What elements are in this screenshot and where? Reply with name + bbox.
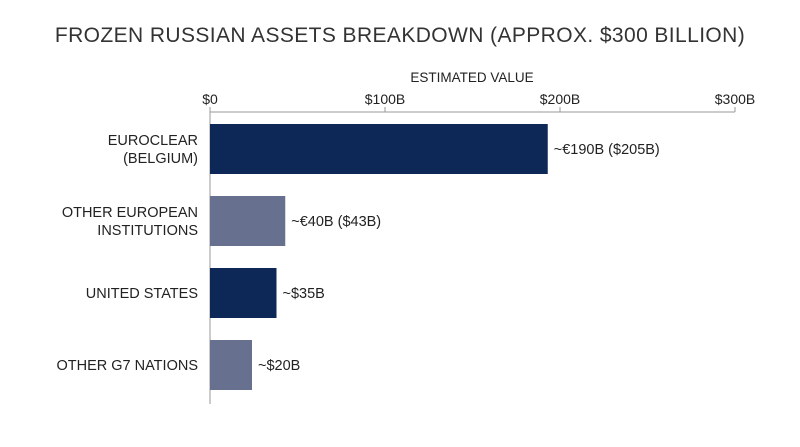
bars-group [210, 124, 548, 390]
x-tick-label: $0 [202, 91, 218, 107]
category-label: EUROCLEAR [108, 133, 198, 149]
category-label: (BELGIUM) [123, 151, 198, 167]
bar [210, 340, 252, 390]
bar-value-label: ~$35B [283, 286, 325, 302]
category-label: INSTITUTIONS [97, 223, 198, 239]
x-tick-label: $100B [365, 91, 405, 107]
bar-value-label: ~$20B [258, 358, 300, 374]
data-labels: ~€190B ($205B) ~€40B ($43B) ~$35B ~$20B [258, 142, 660, 374]
x-axis-label: ESTIMATED VALUE [410, 70, 533, 85]
chart-title: FROZEN RUSSIAN ASSETS BREAKDOWN (APPROX.… [54, 24, 746, 47]
bar [210, 124, 548, 174]
x-tick-label: $300B [715, 91, 755, 107]
x-tick-label: $200B [540, 91, 580, 107]
bar-value-label: ~€190B ($205B) [554, 142, 660, 158]
category-label: OTHER G7 NATIONS [56, 358, 198, 374]
category-labels: EUROCLEAR (BELGIUM) OTHER EUROPEAN INSTITUT… [56, 133, 198, 374]
category-label: OTHER EUROPEAN [62, 205, 198, 221]
x-axis-ticks: $0 $100B $200B $300B [202, 91, 755, 112]
bar [210, 196, 286, 246]
bar-value-label: ~€40B ($43B) [291, 214, 381, 230]
category-label: UNITED STATES [86, 286, 198, 302]
bar [210, 268, 277, 318]
